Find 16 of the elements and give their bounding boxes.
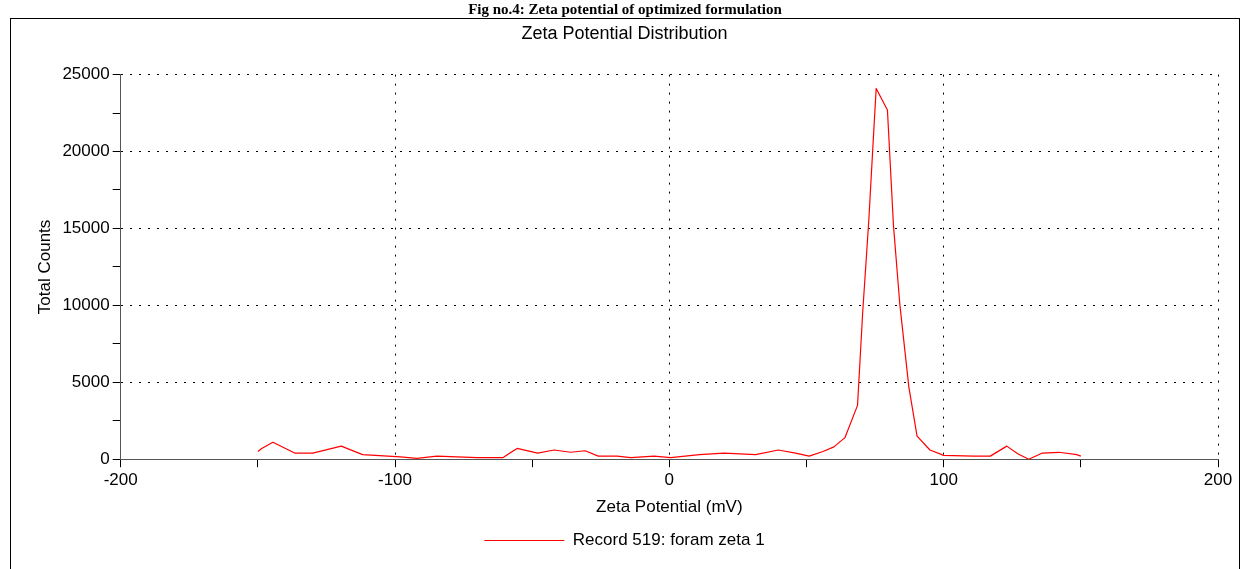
- chart-title: Zeta Potential Distribution: [521, 22, 728, 43]
- y-tick-label: 20000: [62, 141, 110, 161]
- x-tick-label: 200: [1203, 470, 1233, 490]
- text: Fig no.4: Zeta potential of optimized formulation: [467, 0, 783, 18]
- x-tick-label: -200: [103, 470, 138, 490]
- x-axis-title: Zeta Potential (mV): [596, 497, 743, 517]
- x-tick-label: 100: [929, 470, 958, 490]
- y-tick-label: 15000: [62, 218, 110, 238]
- y-tick-label: 25000: [62, 64, 110, 84]
- x-tick-label: -100: [377, 470, 413, 490]
- y-tick-label: 5000: [71, 371, 110, 391]
- y-tick-label: 0: [100, 448, 110, 468]
- y-tick-label: 10000: [62, 295, 110, 315]
- legend-label: Record 519: foram zeta 1: [572, 530, 765, 550]
- x-tick-label: 0: [664, 470, 675, 490]
- y-axis-title: Total Counts: [34, 219, 54, 315]
